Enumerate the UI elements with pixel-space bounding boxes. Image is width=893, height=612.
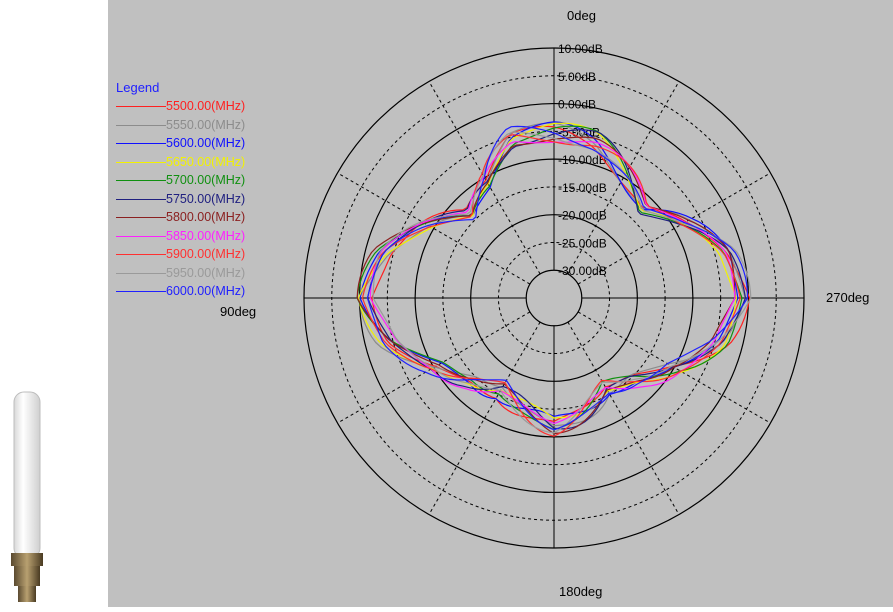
series-curve-6000.00(MHz)	[366, 125, 749, 431]
legend-label: 5900.00(MHz)	[166, 247, 246, 261]
grid-spoke	[577, 172, 771, 285]
radial-tick-label: 10.00dB	[558, 42, 603, 56]
legend-item: 5550.00(MHz)	[116, 117, 266, 135]
angle-label-top: 0deg	[567, 8, 596, 23]
polar-chart: 10.00dB5.00dB0.00dB-5.00dB-10.00dB-15.00…	[303, 42, 805, 549]
legend-item: 5700.00(MHz)	[116, 172, 266, 190]
legend-label: 5850.00(MHz)	[166, 228, 246, 243]
radial-tick-label: -10.00dB	[558, 153, 607, 167]
grid-spoke	[567, 81, 680, 275]
legend-label: 5650.00(MHz)	[166, 154, 246, 169]
grid-spoke	[337, 172, 531, 285]
grid-spoke	[428, 321, 541, 515]
legend-label: 6000.00(MHz)	[166, 284, 246, 298]
polar-plot-panel: 10.00dB 5.00dB 0.00dB -5.00dB -10.00dB -15.00…	[108, 0, 893, 607]
legend-label: 5950.00(MHz)	[166, 265, 246, 280]
legend-item: 5650.00(MHz)	[116, 154, 266, 172]
legend-item: 6000.00(MHz)	[116, 283, 266, 301]
legend-item: 5750.00(MHz)	[116, 191, 266, 209]
antenna-photo	[0, 350, 110, 607]
series-curve-5950.00(MHz)	[372, 131, 752, 434]
legend-item: 5600.00(MHz)	[116, 135, 266, 153]
angle-label-bottom: 180deg	[559, 584, 603, 599]
grid-spoke	[577, 311, 771, 424]
series-curve-5700.00(MHz)	[356, 125, 743, 431]
legend-item: 5850.00(MHz)	[116, 228, 266, 246]
legend-item: 5900.00(MHz)	[116, 246, 266, 264]
grid-spoke	[428, 81, 541, 275]
series-curve-5800.00(MHz)	[356, 136, 736, 435]
radial-tick-label: -20.00dB	[558, 209, 607, 223]
legend-swatch	[116, 217, 166, 218]
legend-item: 5800.00(MHz)	[116, 209, 266, 227]
radial-tick-label: -25.00dB	[558, 236, 607, 250]
legend-swatch	[116, 161, 166, 163]
series-curve-5650.00(MHz)	[358, 122, 738, 419]
radial-tick-label: -15.00dB	[558, 181, 607, 195]
series-curve-5750.00(MHz)	[367, 129, 747, 430]
grid-ring	[525, 269, 583, 327]
legend-swatch	[116, 272, 166, 274]
angle-label-left: 90deg	[220, 304, 257, 319]
legend-label: 5600.00(MHz)	[166, 136, 246, 150]
legend-title: Legend	[116, 80, 160, 95]
legend-swatch	[116, 106, 166, 107]
legend-swatch	[116, 235, 166, 237]
series-curve-5550.00(MHz)	[358, 122, 746, 427]
legend-swatch	[116, 143, 166, 144]
legend-item: 5500.00(MHz)	[116, 98, 266, 116]
legend-item: 5950.00(MHz)	[116, 265, 266, 283]
radial-tick-label: 5.00dB	[558, 70, 596, 84]
legend-label: 5700.00(MHz)	[166, 173, 246, 187]
grid-spoke	[337, 311, 531, 424]
grid-spoke	[567, 321, 680, 515]
radial-tick-label: -30.00dB	[558, 264, 607, 278]
legend-label: 5500.00(MHz)	[166, 99, 246, 113]
legend-swatch	[116, 124, 166, 126]
legend-swatch	[116, 198, 166, 200]
legend-label: 5750.00(MHz)	[166, 191, 246, 206]
legend-swatch	[116, 254, 166, 255]
legend-label: 5800.00(MHz)	[166, 210, 246, 224]
legend-swatch	[116, 180, 166, 181]
angle-label-right: 270deg	[826, 290, 870, 305]
radial-tick-label: 0.00dB	[558, 98, 596, 112]
series-curve-5900.00(MHz)	[361, 134, 741, 437]
legend-label: 5550.00(MHz)	[166, 117, 246, 132]
legend-swatch	[116, 291, 166, 292]
